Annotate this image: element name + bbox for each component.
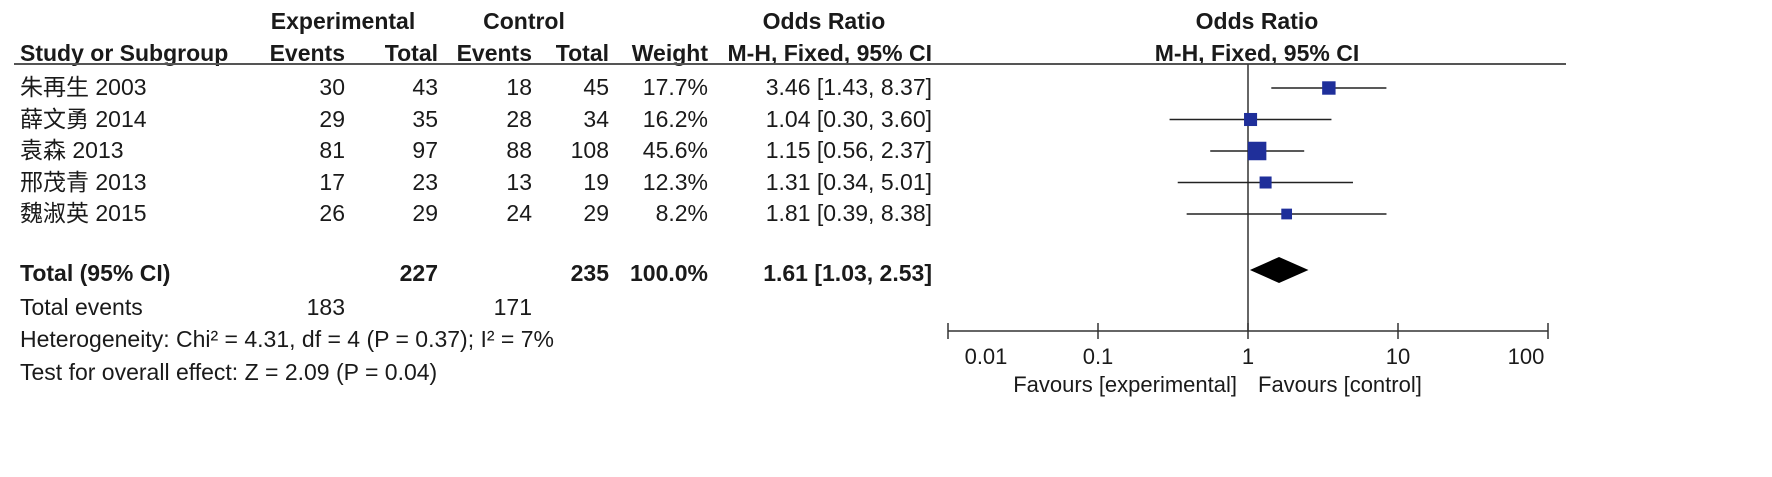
total-events-ctrl: 171 xyxy=(493,294,532,320)
plot-method: M-H, Fixed, 95% CI xyxy=(1154,40,1360,66)
ctrl-events: 18 xyxy=(506,74,532,100)
header-group-control: Control xyxy=(483,8,565,34)
exp-events: 26 xyxy=(319,200,345,226)
study-weight: 17.7% xyxy=(642,74,708,100)
ctrl-total: 34 xyxy=(583,105,609,132)
heterogeneity-text: Heterogeneity: Chi² = 4.31, df = 4 (P = … xyxy=(20,326,554,352)
study-ci: 1.04 [0.30, 3.60] xyxy=(765,105,932,132)
study-marker xyxy=(1259,176,1272,189)
study-ci: 1.81 [0.39, 8.38] xyxy=(765,200,932,226)
header-group-experimental: Experimental xyxy=(270,8,416,34)
study-ci: 1.15 [0.56, 2.37] xyxy=(765,137,932,163)
favours-experimental-label: Favours [experimental] xyxy=(1013,372,1237,397)
x-tick-label: 100 xyxy=(1507,344,1545,369)
exp-total: 35 xyxy=(412,105,438,132)
total-events-label: Total events xyxy=(20,294,143,320)
total-weight: 100.0% xyxy=(629,260,708,286)
study-name: 薛文勇 2014 xyxy=(20,105,147,132)
header-odds-ratio: Odds Ratio xyxy=(762,8,886,34)
overall-effect-text: Test for overall effect: Z = 2.09 (P = 0… xyxy=(20,359,438,385)
study-name: 袁森 2013 xyxy=(20,137,124,163)
total-label: Total (95% CI) xyxy=(20,260,171,286)
x-tick-label: 10 xyxy=(1385,344,1411,369)
ctrl-total: 19 xyxy=(583,168,609,195)
ctrl-total: 108 xyxy=(570,137,609,163)
study-ci: 1.31 [0.34, 5.01] xyxy=(765,168,932,195)
study-weight: 16.2% xyxy=(642,105,708,132)
exp-total: 43 xyxy=(412,74,438,100)
total-ctrl-total: 235 xyxy=(570,260,609,286)
x-tick-label: 0.01 xyxy=(964,344,1008,369)
header-total-exp: Total xyxy=(384,40,438,66)
study-name: 朱再生 2003 xyxy=(20,74,147,100)
ctrl-events: 24 xyxy=(506,200,532,226)
exp-total: 29 xyxy=(412,200,438,226)
favours-control-label: Favours [control] xyxy=(1258,372,1422,397)
total-exp-total: 227 xyxy=(399,260,438,286)
pooled-diamond xyxy=(1249,257,1309,283)
study-weight: 12.3% xyxy=(642,168,708,195)
total-ci: 1.61 [1.03, 2.53] xyxy=(763,260,932,286)
plot-title: Odds Ratio xyxy=(1195,8,1319,34)
study-name: 魏淑英 2015 xyxy=(20,200,147,226)
ctrl-events: 28 xyxy=(506,105,532,132)
study-weight: 8.2% xyxy=(655,200,708,226)
exp-events: 30 xyxy=(319,74,345,100)
x-tick-label: 1 xyxy=(1241,344,1255,369)
study-marker xyxy=(1247,141,1267,161)
header-events-ctrl: Events xyxy=(456,40,532,66)
header-study: Study or Subgroup xyxy=(20,40,229,66)
exp-total: 97 xyxy=(412,137,438,163)
exp-total: 23 xyxy=(412,168,438,195)
study-marker xyxy=(1281,208,1293,220)
study-marker xyxy=(1322,81,1336,95)
header-events-exp: Events xyxy=(269,40,345,66)
study-name: 邢茂青 2013 xyxy=(20,168,147,195)
header-method: M-H, Fixed, 95% CI xyxy=(727,40,932,66)
ctrl-total: 29 xyxy=(583,200,609,226)
study-ci: 3.46 [1.43, 8.37] xyxy=(765,74,932,100)
x-tick-label: 0.1 xyxy=(1082,344,1114,369)
header-total-ctrl: Total xyxy=(555,40,609,66)
exp-events: 81 xyxy=(319,137,345,163)
exp-events: 17 xyxy=(319,168,345,195)
total-events-exp: 183 xyxy=(306,294,345,320)
study-weight: 45.6% xyxy=(642,137,708,163)
study-marker xyxy=(1244,112,1258,127)
header-weight: Weight xyxy=(631,40,708,66)
exp-events: 29 xyxy=(319,105,345,132)
ctrl-total: 45 xyxy=(583,74,609,100)
ctrl-events: 88 xyxy=(506,137,532,163)
ctrl-events: 13 xyxy=(506,168,532,195)
